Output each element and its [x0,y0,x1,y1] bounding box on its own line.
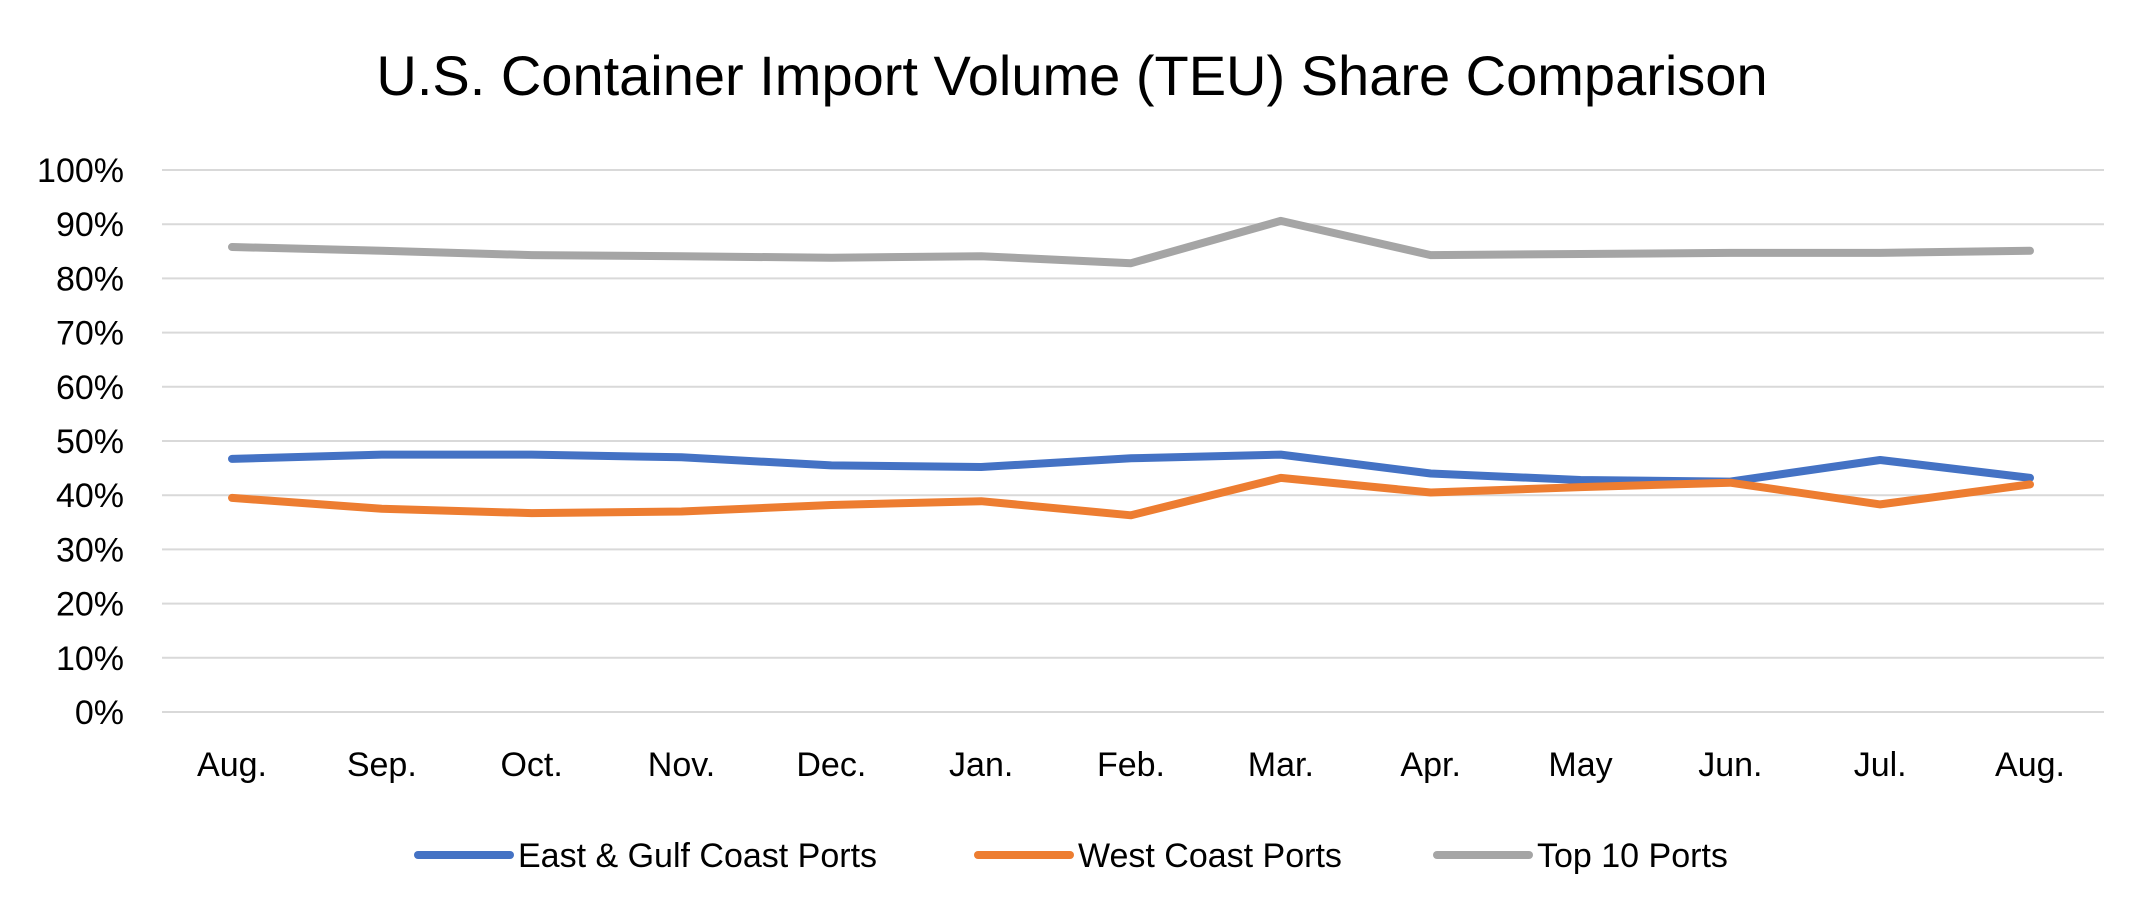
x-tick-label: May [1548,746,1612,784]
x-tick-label: Dec. [796,746,866,784]
series-line-3 [228,216,2034,268]
chart-title: U.S. Container Import Volume (TEU) Share… [376,44,1767,107]
x-tick-label: Feb. [1097,746,1165,784]
y-tick-label: 90% [56,206,124,244]
legend-label: West Coast Ports [1078,837,1342,875]
x-tick-label: Oct. [500,746,562,784]
x-tick-label: Jun. [1698,746,1762,784]
y-tick-label: 20% [56,586,124,624]
series-lines [228,216,2034,520]
y-tick-label: 50% [56,423,124,461]
y-tick-label: 60% [56,369,124,407]
x-tick-label: Aug. [1995,746,2065,784]
y-tick-label: 100% [37,152,124,190]
legend-item: Top 10 Ports [1433,837,1728,875]
y-tick-label: 30% [56,531,124,569]
legend-label: East & Gulf Coast Ports [518,837,877,875]
x-axis-tick-labels: Aug. Sep. Oct. Nov. Dec. Jan. Feb. Mar. Apr. May J… [197,746,2065,784]
series-line-1 [228,450,2034,486]
x-tick-label: Sep. [347,746,417,784]
y-tick-label: 40% [56,477,124,515]
y-tick-label: 70% [56,315,124,353]
y-tick-label: 10% [56,640,124,678]
x-tick-label: Nov. [648,746,715,784]
legend-label: Top 10 Ports [1537,837,1728,875]
y-tick-label: 80% [56,260,124,298]
x-tick-label: Aug. [197,746,267,784]
legend-item: West Coast Ports [974,837,1342,875]
series-line-2 [228,473,2034,520]
x-tick-label: Apr. [1400,746,1460,784]
x-tick-label: Mar. [1248,746,1314,784]
x-tick-label: Jul. [1854,746,1907,784]
y-axis-tick-labels: 0% 10% 20% 30% 40% 50% 60% 70% 80% 90% 100% [37,152,124,732]
y-tick-label: 0% [75,694,124,732]
gridlines [162,169,2104,713]
legend: East & Gulf Coast Ports West Coast Ports T… [414,837,1728,875]
legend-item: East & Gulf Coast Ports [414,837,877,875]
x-tick-label: Jan. [949,746,1013,784]
